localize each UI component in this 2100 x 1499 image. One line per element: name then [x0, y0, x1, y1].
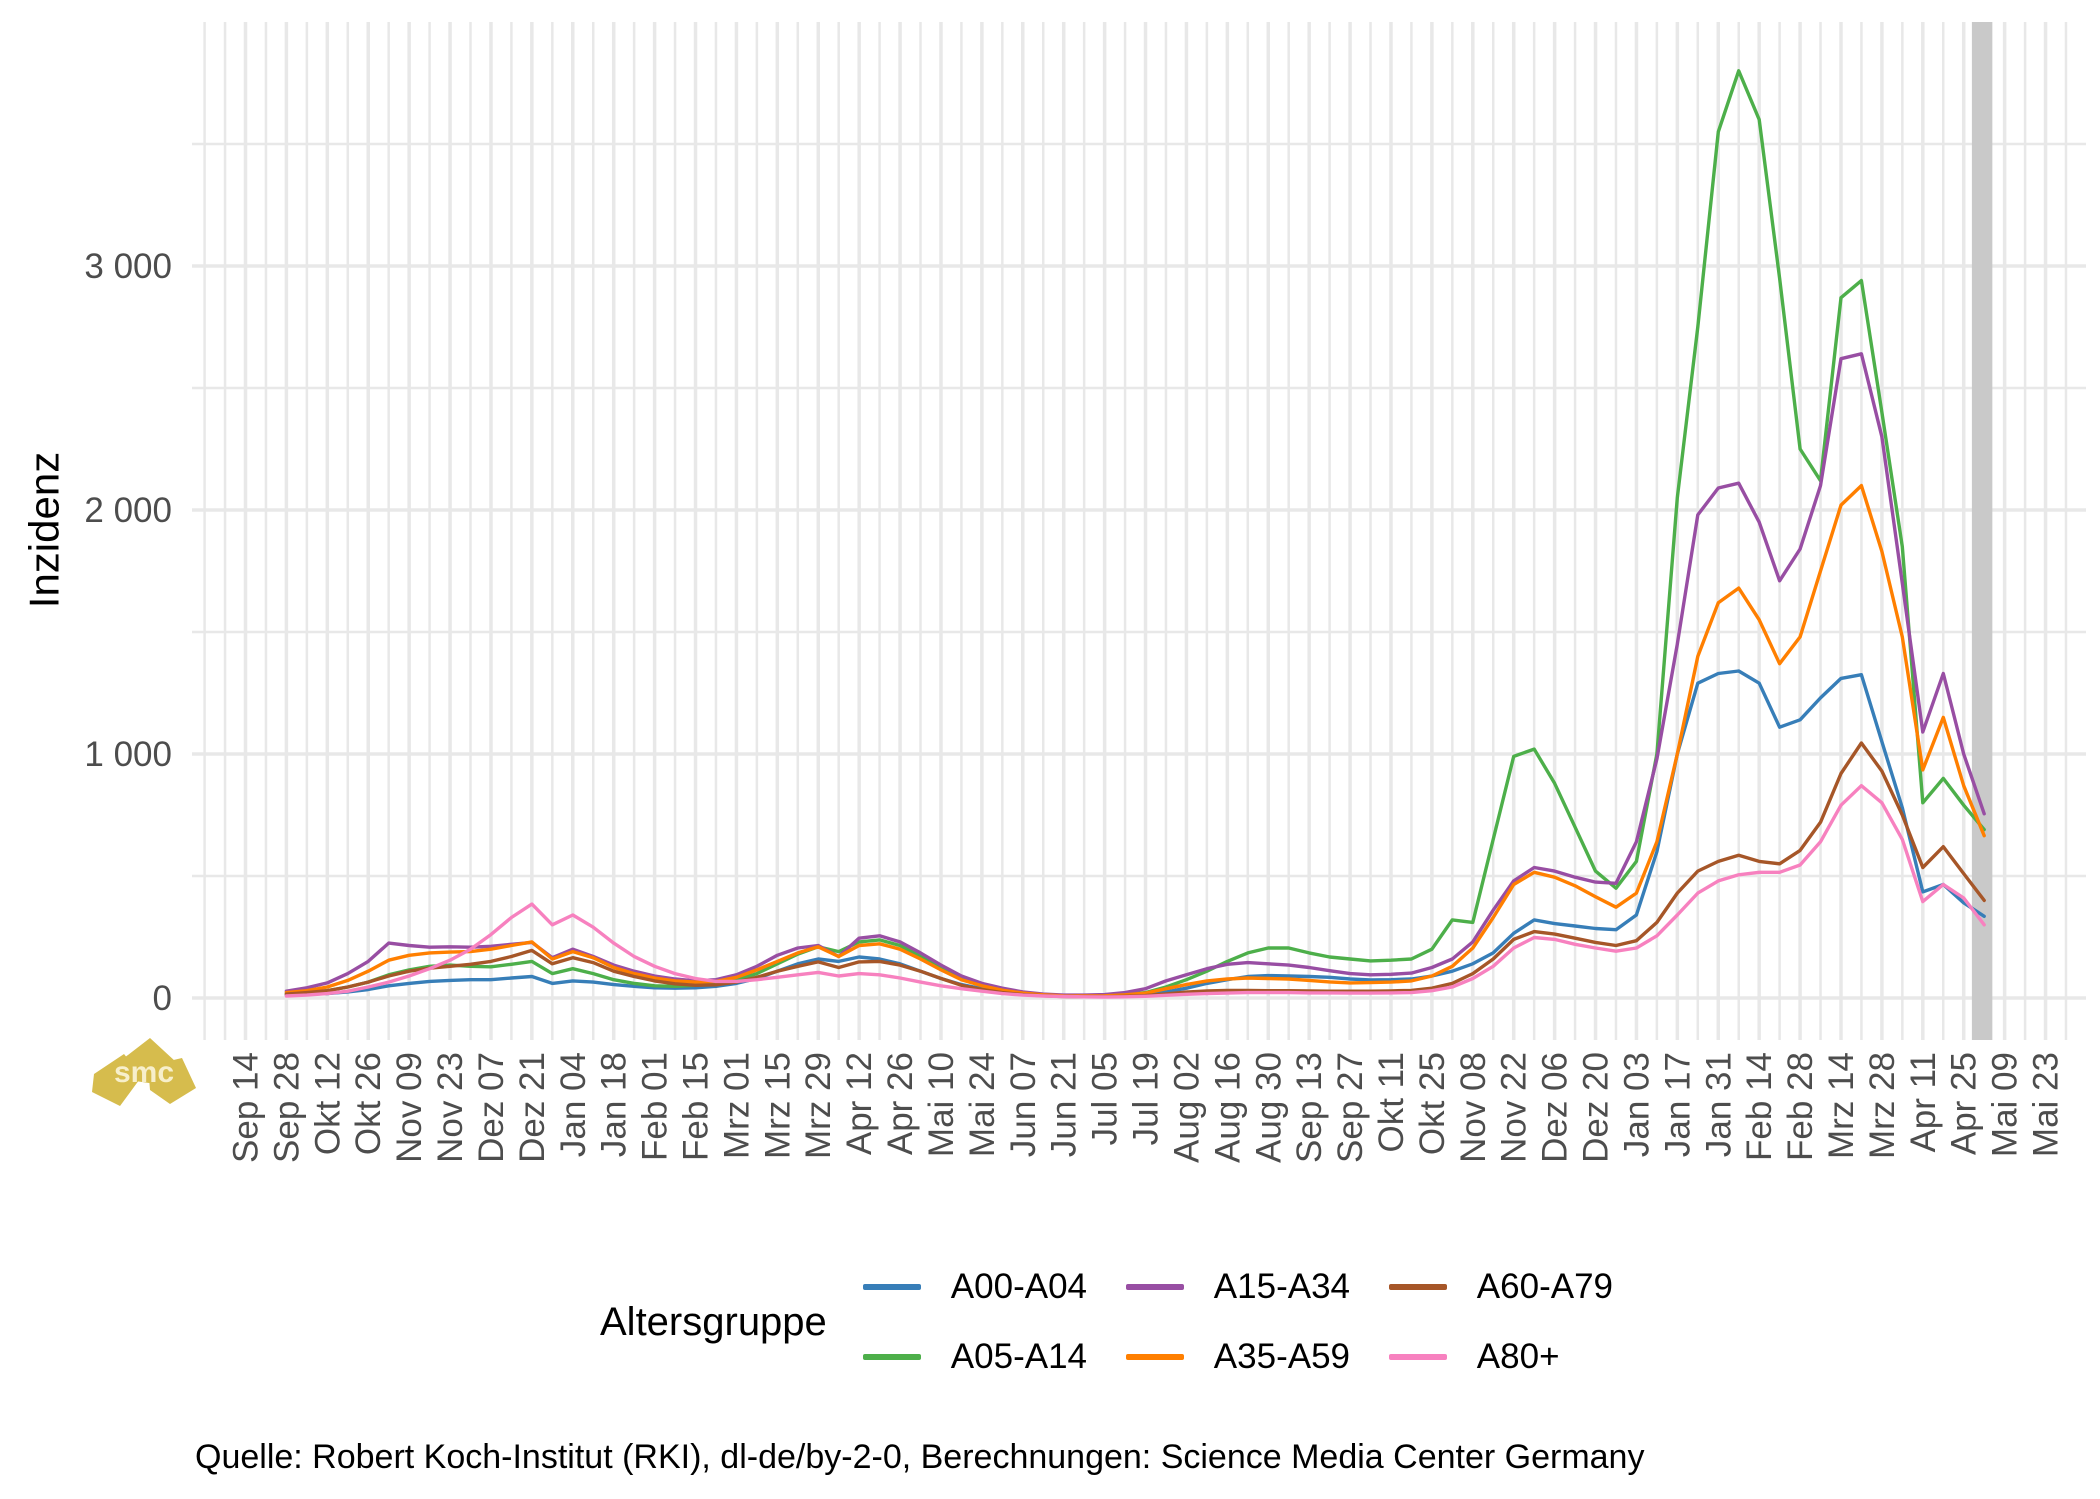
gridlines — [192, 22, 2086, 1040]
x-tick-label: Dez 07 — [472, 1052, 511, 1163]
x-tick-label: Feb 28 — [1781, 1052, 1820, 1161]
legend-swatch — [862, 1284, 921, 1290]
x-tick-label: Nov 09 — [390, 1052, 429, 1163]
legend-swatch — [1125, 1354, 1184, 1360]
legend-entry-a80+: A80+ — [1388, 1337, 1652, 1377]
recent-data-band — [1971, 22, 1993, 1040]
source-note: Quelle: Robert Koch-Institut (RKI), dl-d… — [195, 1438, 1645, 1476]
legend-entries: A00-A04 A05-A14 A15-A34 A35-A59 A60-A79 A80+ — [862, 1252, 1652, 1392]
x-tick-label: Sep 28 — [267, 1052, 306, 1163]
series-line-a60-a79 — [284, 741, 1986, 999]
x-tick-label: Jun 21 — [1045, 1052, 1084, 1157]
x-tick-label: Jan 18 — [595, 1052, 634, 1157]
x-tick-label: Mai 24 — [963, 1052, 1002, 1157]
x-tick-label: Aug 30 — [1249, 1052, 1288, 1163]
x-tick-label: Mrz 28 — [1863, 1052, 1902, 1159]
smc-logo: smc — [92, 1038, 196, 1106]
x-tick-label: Apr 25 — [1945, 1052, 1984, 1155]
x-tick-label: Okt 26 — [349, 1052, 388, 1155]
legend-swatch — [1388, 1354, 1447, 1360]
legend-entry-a00-a04: A00-A04 — [862, 1267, 1126, 1307]
legend-label: A05-A14 — [950, 1337, 1088, 1376]
x-tick-label: Nov 23 — [431, 1052, 470, 1163]
x-tick-label: Sep 13 — [1290, 1052, 1329, 1163]
x-tick-label: Jul 19 — [1127, 1052, 1166, 1145]
legend-entry-a60-a79: A60-A79 — [1388, 1267, 1652, 1307]
x-tick-label: Jun 07 — [1004, 1052, 1043, 1157]
x-tick-label: Okt 25 — [1413, 1052, 1452, 1155]
x-tick-label: Okt 11 — [1372, 1052, 1411, 1153]
series-line-a35-a59 — [284, 483, 1986, 998]
x-tick-label: Jul 05 — [1086, 1052, 1125, 1145]
x-tick-label: Sep 27 — [1331, 1052, 1370, 1163]
x-tick-label: Nov 22 — [1495, 1052, 1534, 1163]
x-tick-label: Jan 04 — [554, 1052, 593, 1157]
legend-label: A35-A59 — [1213, 1337, 1351, 1376]
x-tick-label: Dez 06 — [1536, 1052, 1575, 1163]
legend-label: A00-A04 — [950, 1267, 1088, 1306]
x-tick-label: Apr 11 — [1904, 1052, 1943, 1153]
x-tick-label: Mrz 14 — [1822, 1052, 1861, 1159]
x-tick-label: Aug 16 — [1208, 1052, 1247, 1163]
legend-swatch — [1388, 1284, 1447, 1290]
y-tick-label: 3 000 — [84, 247, 172, 286]
y-tick-label: 1 000 — [84, 735, 172, 774]
x-tick-label: Apr 26 — [881, 1052, 920, 1155]
x-tick-label: Jan 17 — [1658, 1052, 1697, 1157]
legend-label: A60-A79 — [1476, 1267, 1614, 1306]
x-tick-label: Aug 02 — [1167, 1052, 1206, 1163]
x-axis-tick-labels: Sep 14 Sep 28 Okt 12 Okt 26 Nov 09 Nov 23 Dez … — [227, 1052, 2066, 1163]
x-tick-label: Apr 12 — [840, 1052, 879, 1155]
x-tick-label: Nov 08 — [1454, 1052, 1493, 1163]
data-series — [284, 69, 1986, 999]
x-tick-label: Feb 14 — [1740, 1052, 1779, 1161]
legend-title: Altersgruppe — [600, 1299, 827, 1344]
x-tick-label: Mrz 01 — [717, 1052, 756, 1159]
x-tick-label: Mai 10 — [922, 1052, 961, 1157]
legend: Altersgruppe A00-A04 A05-A14 A15-A34 A35-A5… — [600, 1252, 1652, 1392]
x-tick-label: Mai 23 — [2027, 1052, 2066, 1157]
legend-entry-a15-a34: A15-A34 — [1125, 1267, 1389, 1307]
y-tick-label: 2 000 — [84, 491, 172, 530]
y-axis-title: Inzidenz — [21, 452, 68, 608]
x-tick-label: Feb 01 — [636, 1052, 675, 1161]
smc-logo-text: smc — [114, 1056, 174, 1089]
x-tick-label: Mrz 29 — [799, 1052, 838, 1159]
legend-label: A80+ — [1476, 1337, 1560, 1376]
legend-entry-a35-a59: A35-A59 — [1125, 1337, 1389, 1377]
smc-logo-shapes — [92, 1038, 196, 1106]
smc-logo-polygon — [148, 1058, 196, 1104]
x-tick-label: Dez 20 — [1577, 1052, 1616, 1163]
x-tick-label: Mai 09 — [1986, 1052, 2025, 1157]
y-axis-tick-labels: 0 1 000 2 000 3 000 — [84, 247, 172, 1018]
legend-swatch — [1125, 1284, 1184, 1290]
x-tick-label: Feb 15 — [677, 1052, 716, 1161]
x-tick-label: Mrz 15 — [758, 1052, 797, 1159]
legend-entry-a05-a14: A05-A14 — [862, 1337, 1126, 1377]
legend-swatch — [862, 1354, 921, 1360]
series-line-a80+ — [284, 784, 1986, 999]
x-tick-label: Okt 12 — [308, 1052, 347, 1155]
x-tick-label: Jan 03 — [1617, 1052, 1656, 1157]
x-tick-label: Sep 14 — [227, 1052, 266, 1163]
legend-label: A15-A34 — [1213, 1267, 1351, 1306]
series-line-a15-a34 — [284, 352, 1986, 997]
x-tick-label: Jan 31 — [1699, 1052, 1738, 1157]
x-tick-label: Dez 21 — [513, 1052, 552, 1163]
y-tick-label: 0 — [153, 979, 172, 1018]
